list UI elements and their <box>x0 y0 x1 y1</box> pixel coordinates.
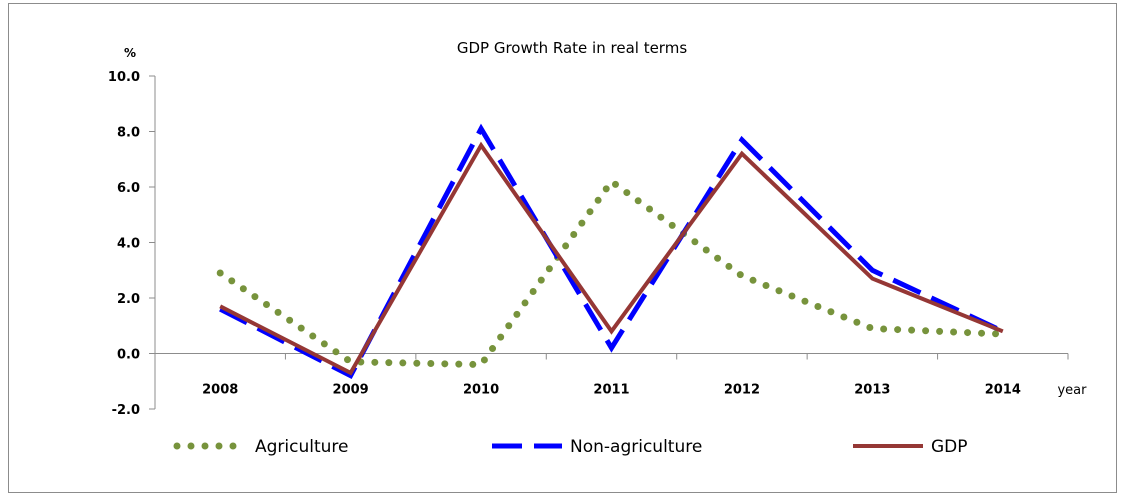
legend-label: Non-agriculture <box>570 437 702 457</box>
y-tick-label: 6.0 <box>117 181 140 196</box>
y-tick-label: 0.0 <box>117 348 140 363</box>
series-layer <box>216 123 1007 380</box>
y-tick-label: 2.0 <box>117 292 140 307</box>
series-line-non-agriculture <box>219 123 1004 380</box>
x-tick-label: 2011 <box>593 383 629 398</box>
series-line-gdp <box>219 141 1004 376</box>
chart-frame <box>8 3 1117 493</box>
y-tick-label: -2.0 <box>112 403 140 418</box>
x-tick-label: 2012 <box>724 383 760 398</box>
axes: 10.0 8.0 6.0 4.0 2.0 0.0 -2.0 2008 2009 2010 2011 2… <box>108 70 1069 418</box>
chart-title: GDP Growth Rate in real terms <box>457 39 687 57</box>
x-tick-label: 2013 <box>854 383 890 398</box>
legend-label: GDP <box>931 437 968 457</box>
x-tick-label: 2008 <box>202 383 238 398</box>
x-tick-label: 2014 <box>985 383 1021 398</box>
x-tick-label: 2010 <box>463 383 499 398</box>
series-line-agriculture <box>216 176 1007 369</box>
y-axis-unit-label: % <box>124 46 136 60</box>
legend-label: Agriculture <box>255 437 349 457</box>
x-tick-label: 2009 <box>333 383 369 398</box>
y-tick-label: 8.0 <box>117 126 140 141</box>
y-tick-label: 10.0 <box>108 70 140 85</box>
x-axis-unit-label: year <box>1057 383 1087 398</box>
legend: Agriculture Non-agriculture GDP <box>173 437 968 457</box>
y-tick-label: 4.0 <box>117 237 140 252</box>
